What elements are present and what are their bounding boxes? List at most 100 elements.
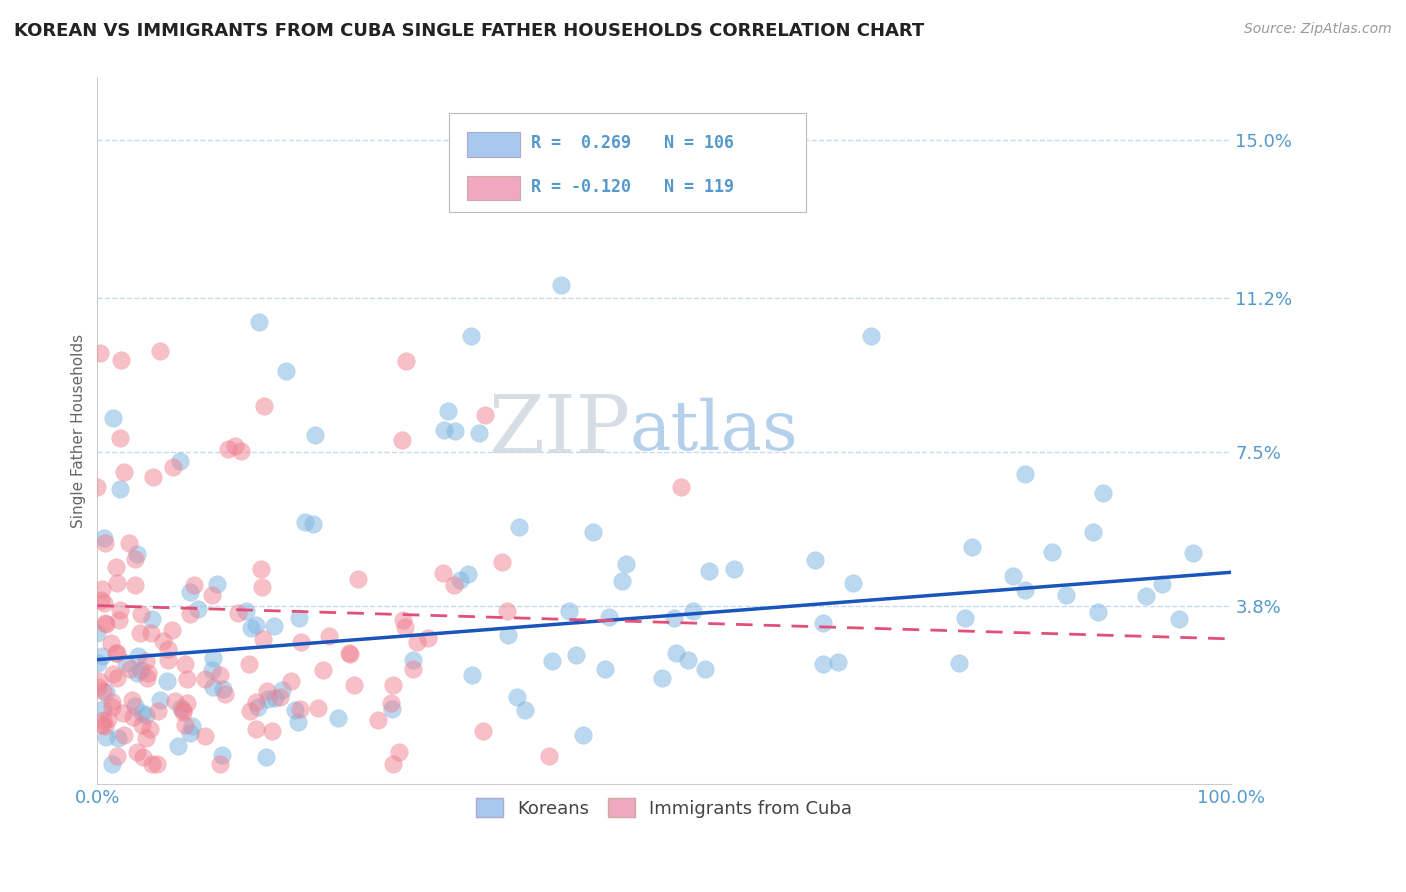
Point [235,604,257,618]
Point [288,610,311,624]
Text: atlas: atlas [630,398,799,464]
Point [96,730,118,744]
Point [960,540,983,554]
Point [135,731,157,746]
Point [697,564,720,578]
Point [381,756,404,771]
Point [101,700,124,714]
Point [811,616,834,631]
Point [212,682,235,697]
Point [274,364,297,378]
Text: N = 119: N = 119 [664,178,734,196]
Point [328,711,350,725]
Point [141,756,163,771]
Point [179,726,201,740]
Point [254,750,277,764]
Point [91,713,114,727]
Point [948,656,970,670]
Point [124,698,146,713]
Point [388,745,411,759]
Point [664,611,686,625]
Point [149,343,172,358]
Point [160,623,183,637]
Point [665,646,688,660]
Point [449,573,471,587]
Point [127,665,149,680]
Point [217,442,239,456]
Point [402,653,425,667]
Point [804,553,827,567]
Point [269,690,291,704]
Point [125,745,148,759]
Point [394,620,416,634]
Point [256,684,278,698]
Point [105,575,128,590]
Point [163,694,186,708]
Point [105,647,128,661]
Point [676,653,699,667]
Point [280,673,302,688]
Point [156,642,179,657]
Point [149,693,172,707]
Point [506,690,529,704]
Point [214,687,236,701]
Point [162,459,184,474]
Point [249,562,271,576]
Point [209,756,232,771]
Point [152,634,174,648]
Point [1182,546,1205,560]
Point [87,674,110,689]
Point [179,607,201,621]
Point [91,582,114,597]
Point [288,702,311,716]
Point [444,424,467,438]
Point [101,756,124,771]
Point [94,719,117,733]
Point [183,578,205,592]
Point [859,329,882,343]
Point [97,712,120,726]
Point [131,706,153,720]
Point [101,667,124,681]
Point [395,353,418,368]
Point [537,749,560,764]
Text: R = -0.120: R = -0.120 [531,178,631,196]
Point [382,678,405,692]
Point [112,728,135,742]
Point [87,656,110,670]
FancyBboxPatch shape [449,112,806,211]
Point [141,612,163,626]
Point [128,625,150,640]
Point [247,699,270,714]
Point [91,648,114,663]
Point [263,690,285,705]
Point [148,704,170,718]
Point [472,723,495,738]
Point [381,702,404,716]
Point [257,691,280,706]
Point [343,678,366,692]
Point [201,588,224,602]
Point [827,655,849,669]
Point [94,685,117,699]
Point [124,578,146,592]
Point [669,479,692,493]
Point [239,621,262,635]
Point [436,404,458,418]
FancyBboxPatch shape [467,132,520,157]
Point [96,616,118,631]
Point [651,671,673,685]
Point [172,703,194,717]
Point [238,657,260,671]
Point [260,724,283,739]
Point [202,681,225,695]
Point [598,610,620,624]
Point [201,664,224,678]
Point [610,574,633,588]
Point [572,728,595,742]
Point [105,671,128,685]
Point [433,423,456,437]
Point [211,747,233,762]
Point [432,566,454,580]
Point [129,663,152,677]
